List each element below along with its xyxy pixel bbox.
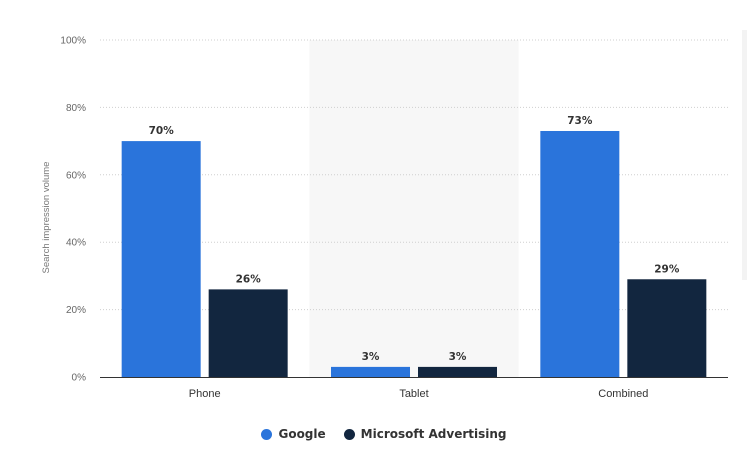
highlight-band-tablet — [309, 40, 519, 377]
y-axis-ticks: 0% 20% 40% 60% 80% 100% — [60, 36, 86, 384]
legend-swatch — [261, 428, 273, 440]
category-label-tablet: Tablet — [399, 388, 428, 400]
y-tick-label: 20% — [66, 305, 86, 316]
bar-microsoft-advertising-phone[interactable] — [208, 289, 288, 377]
category-label-phone: Phone — [189, 388, 221, 400]
legend-item-microsoft-advertising[interactable]: Microsoft Advertising — [343, 427, 507, 441]
legend: Google Microsoft Advertising — [0, 424, 747, 444]
y-tick-label: 100% — [60, 36, 86, 47]
category-labels: Phone Tablet Combined — [189, 388, 649, 400]
legend-swatch — [343, 428, 355, 440]
highlight-layer — [309, 40, 519, 377]
data-label: 73% — [567, 115, 593, 127]
bar-microsoft-advertising-tablet[interactable] — [418, 366, 497, 377]
legend-label: Microsoft Advertising — [360, 427, 507, 441]
bar-google-phone[interactable] — [121, 141, 201, 377]
y-tick-label: 60% — [66, 170, 86, 181]
data-label: 3% — [362, 351, 380, 363]
category-label-combined: Combined — [598, 388, 648, 400]
data-label: 26% — [236, 273, 262, 285]
y-tick-label: 0% — [72, 373, 87, 384]
bar-google-combined[interactable] — [540, 130, 620, 377]
data-label: 3% — [449, 351, 467, 363]
bar-google-tablet[interactable] — [331, 366, 410, 377]
side-panel-edge — [742, 30, 747, 280]
legend-item-google[interactable]: Google — [261, 427, 326, 441]
data-labels: 70% 26% 3% 3% 73% 29% — [149, 115, 680, 363]
legend-label: Google — [278, 427, 326, 441]
y-axis-title: Search impression volume — [41, 162, 52, 274]
y-tick-label: 40% — [66, 238, 86, 249]
data-label: 70% — [149, 125, 175, 137]
bar-microsoft-advertising-combined[interactable] — [627, 279, 707, 377]
data-label: 29% — [654, 263, 680, 275]
y-tick-label: 80% — [66, 103, 86, 114]
bars — [121, 130, 707, 377]
